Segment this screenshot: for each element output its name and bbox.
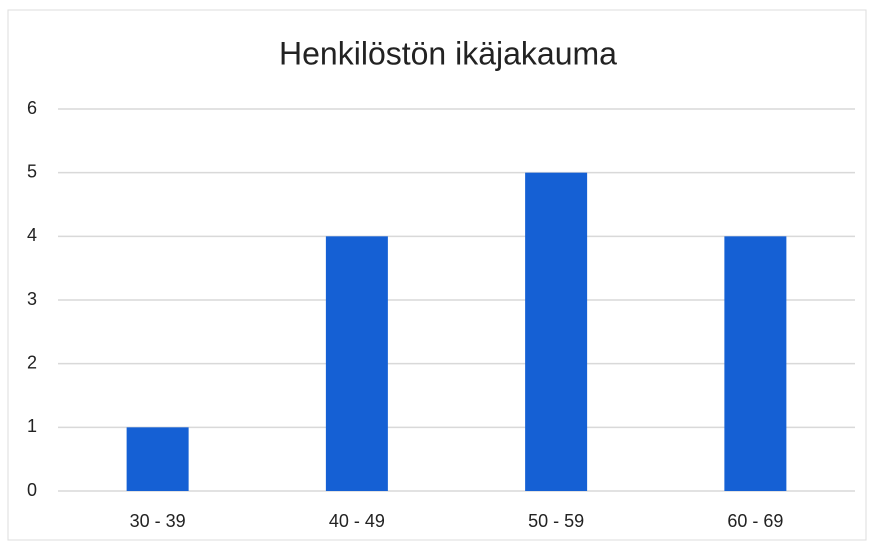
bar [525, 172, 588, 491]
y-tick-label: 2 [27, 352, 37, 372]
x-tick-label: 60 - 69 [727, 511, 783, 531]
x-tick-label: 40 - 49 [329, 511, 385, 531]
x-tick-label: 30 - 39 [130, 511, 186, 531]
bar [126, 427, 189, 491]
bar [325, 236, 388, 491]
y-tick-label: 4 [27, 225, 37, 245]
y-tick-label: 6 [27, 98, 37, 118]
y-tick-label: 3 [27, 289, 37, 309]
y-tick-label: 0 [27, 480, 37, 500]
x-tick-label: 50 - 59 [528, 511, 584, 531]
bar [724, 236, 787, 491]
y-tick-label: 5 [27, 161, 37, 181]
chart-title: Henkilöstön ikäjakauma [279, 35, 617, 71]
y-tick-label: 1 [27, 416, 37, 436]
